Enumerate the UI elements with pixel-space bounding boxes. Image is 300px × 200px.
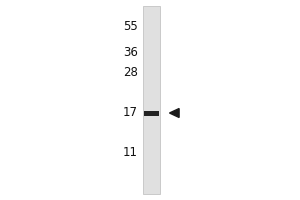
Bar <box>144 110 159 116</box>
Bar <box>143 6 160 194</box>
Text: 55: 55 <box>123 21 138 33</box>
Text: 28: 28 <box>123 66 138 79</box>
Text: 17: 17 <box>123 106 138 119</box>
Text: 11: 11 <box>123 146 138 158</box>
Text: 36: 36 <box>123 46 138 60</box>
Polygon shape <box>169 109 179 117</box>
